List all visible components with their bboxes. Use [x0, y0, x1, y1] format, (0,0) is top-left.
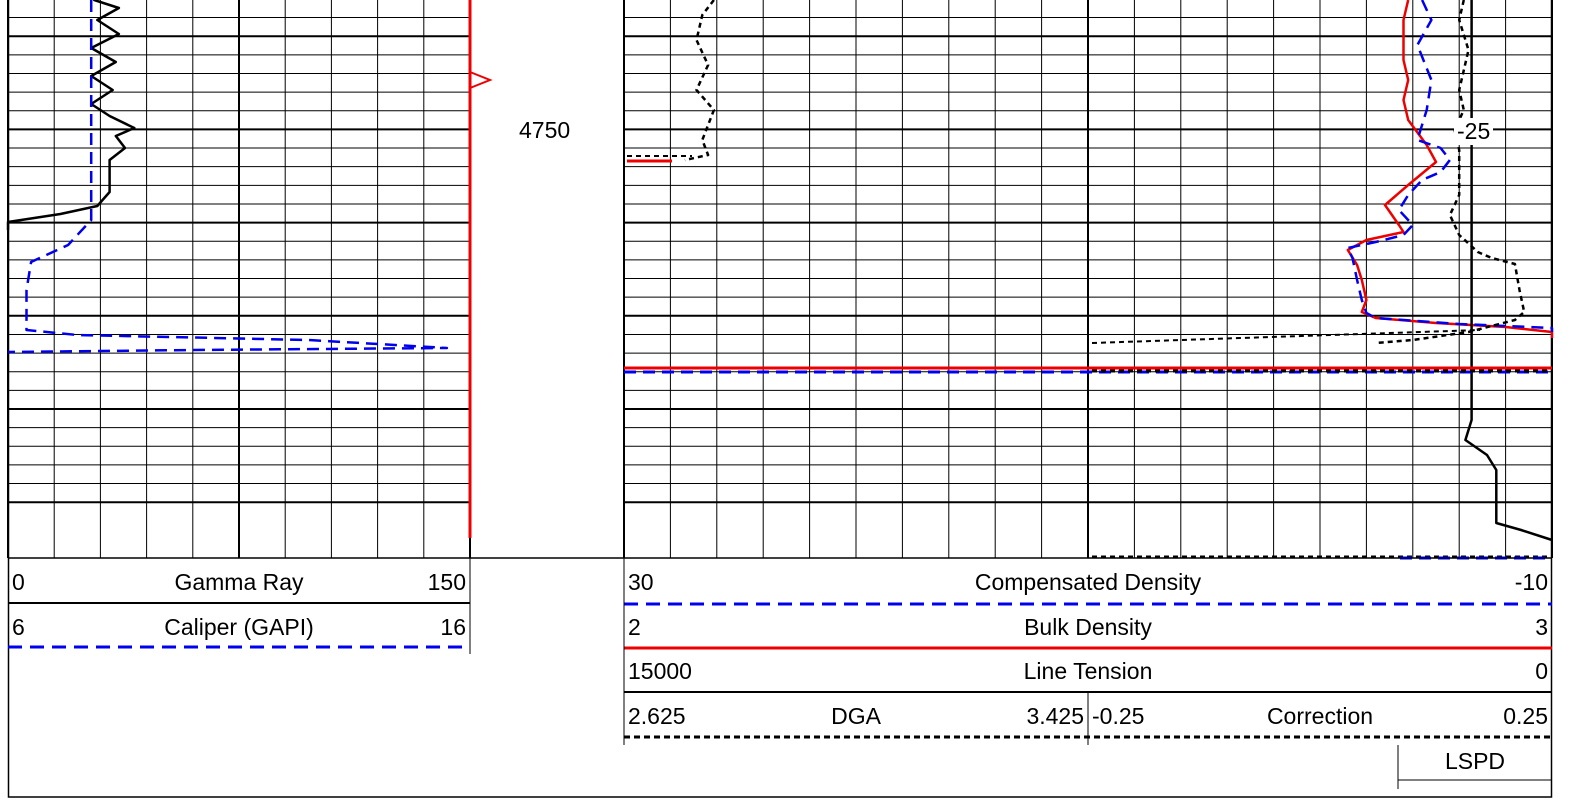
- bulk-density-header: 2 Bulk Density 3: [624, 608, 1552, 646]
- caliper-header: 6 Caliper (GAPI) 16: [8, 608, 470, 646]
- line-tension-max: 0: [1535, 658, 1548, 684]
- comp-density-title: Compensated Density: [974, 569, 1202, 595]
- gamma-ray-max: 150: [427, 569, 466, 595]
- line-tension-title: Line Tension: [1023, 658, 1153, 684]
- gamma-ray-curve: [6, 0, 136, 230]
- bulk-density-max: 3: [1535, 614, 1548, 640]
- depth-label: 4750: [519, 117, 571, 143]
- gamma-ray-header: 0 Gamma Ray 150: [8, 563, 470, 601]
- line-tension-header: 15000 Line Tension 0: [624, 652, 1552, 690]
- bulk-density-min: 2: [628, 614, 641, 640]
- correction-title: Correction: [1266, 703, 1374, 729]
- bulk-density-curve: [1346, 0, 1554, 338]
- dga-curve-lower: [1375, 0, 1526, 345]
- line-tension-curve: [1464, 0, 1553, 542]
- gamma-ray-title: Gamma Ray: [174, 569, 304, 595]
- dga-curve-upper: [684, 0, 716, 162]
- line-tension-min: 15000: [628, 658, 692, 684]
- correction-min: -0.25: [1092, 703, 1145, 729]
- gamma-ray-min: 0: [12, 569, 25, 595]
- caliper-curve: [7, 0, 449, 354]
- caliper-min: 6: [12, 614, 25, 640]
- dga-offscale-line: [1091, 329, 1481, 344]
- comp-density-curve: [1346, 0, 1554, 332]
- tension-tick-label: -25: [1454, 118, 1494, 145]
- caliper-max: 16: [440, 614, 466, 640]
- lspd-label: LSPD: [1444, 748, 1506, 774]
- dga-max: 3.425: [1026, 703, 1084, 729]
- bulk-density-title: Bulk Density: [1024, 614, 1152, 640]
- red-flag-marker: [469, 71, 493, 89]
- comp-density-max: -10: [1514, 569, 1548, 595]
- correction-max: 0.25: [1503, 703, 1548, 729]
- caliper-title: Caliper (GAPI): [164, 614, 314, 640]
- dga-title: DGA: [831, 703, 881, 729]
- dga-min: 2.625: [628, 703, 686, 729]
- comp-density-header: 30 Compensated Density -10: [624, 563, 1552, 601]
- dga-header: 2.625 DGA 3.425: [624, 697, 1088, 735]
- correction-header: -0.25 Correction 0.25: [1088, 697, 1552, 735]
- comp-density-min: 30: [628, 569, 654, 595]
